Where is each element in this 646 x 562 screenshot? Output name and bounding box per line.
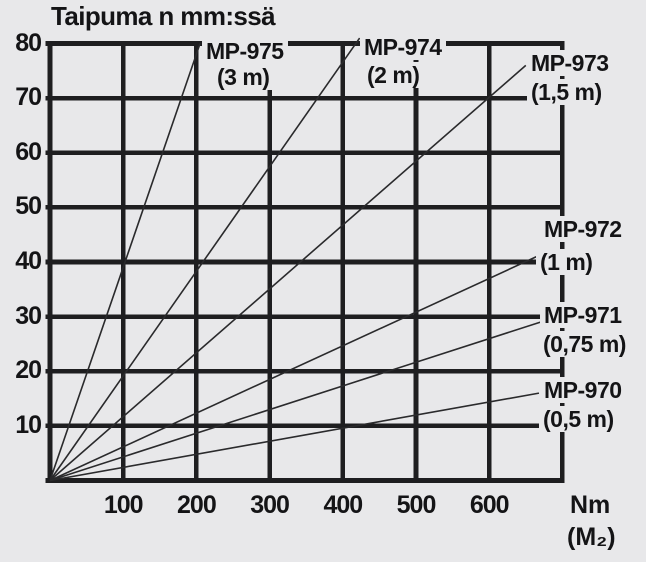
y-tick-label-10: 10 [15,410,42,439]
series-length-label-MP-972: (1 m) [536,249,597,275]
data-lines [49,37,541,482]
x-axis-unit-symbol: (M₂) [567,523,616,551]
y-tick-label-40: 40 [15,247,42,275]
series-label-MP-975: MP-975 [202,38,288,64]
series-label-MP-972: MP-972 [540,216,626,242]
x-tick-label-100: 100 [103,491,144,519]
series-label-MP-973: MP-973 [527,50,613,76]
y-tick-label-60: 60 [15,137,42,166]
series-label-MP-974: MP-974 [360,34,446,60]
series-label-MP-971: MP-971 [540,302,626,328]
series-line-MP-971 [49,321,541,482]
series-line-MP-975 [49,43,201,481]
grid-lines [45,41,565,484]
y-tick-label-50: 50 [15,192,42,221]
series-length-label-MP-971: (0,75 m) [539,331,630,357]
chart-title: Taipuma n mm:ssä [51,1,276,31]
x-tick-label-600: 600 [469,491,510,519]
series-length-label-MP-970: (0,5 m) [539,406,618,432]
series-line-MP-972 [49,255,538,482]
y-tick-label-30: 30 [15,301,42,330]
series-length-label-MP-974: (2 m) [363,62,424,88]
series-length-label-MP-973: (1,5 m) [527,79,606,105]
series-label-MP-970: MP-970 [540,377,626,403]
y-tick-label-70: 70 [15,83,42,112]
x-tick-label-400: 400 [323,491,363,519]
series-length-label-MP-975: (3 m) [213,64,274,90]
series-line-MP-973 [49,64,527,482]
y-tick-label-80: 80 [15,28,42,57]
series-line-MP-974 [49,37,361,481]
y-tick-label-20: 20 [15,356,42,385]
x-tick-label-500: 500 [396,491,437,519]
x-axis-unit: Nm [570,491,611,519]
x-tick-label-200: 200 [177,491,217,519]
series-line-MP-970 [49,392,540,482]
x-tick-label-300: 300 [250,491,290,519]
